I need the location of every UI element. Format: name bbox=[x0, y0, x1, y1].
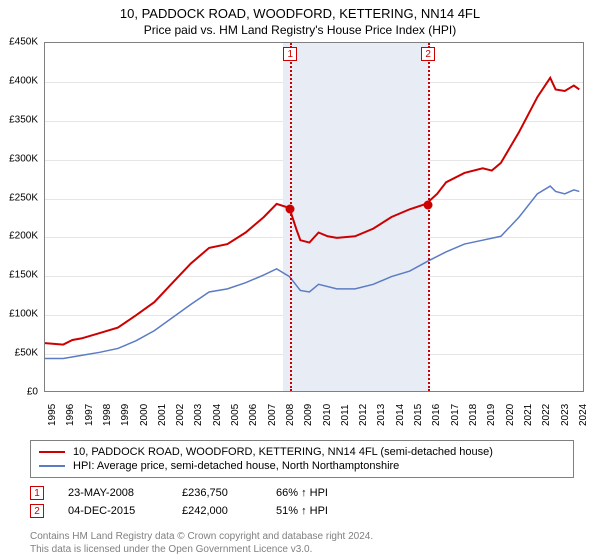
x-tick-label: 2021 bbox=[523, 404, 534, 426]
x-tick-label: 2005 bbox=[230, 404, 241, 426]
x-tick-label: 2002 bbox=[175, 404, 186, 426]
legend-item-hpi: HPI: Average price, semi-detached house,… bbox=[39, 459, 565, 473]
y-tick-label: £400K bbox=[9, 75, 38, 86]
legend: 10, PADDOCK ROAD, WOODFORD, KETTERING, N… bbox=[30, 440, 574, 478]
legend-label: HPI: Average price, semi-detached house,… bbox=[73, 460, 399, 472]
y-tick-label: £200K bbox=[9, 231, 38, 242]
x-tick-label: 2004 bbox=[212, 404, 223, 426]
x-tick-label: 2022 bbox=[541, 404, 552, 426]
footer-attribution: Contains HM Land Registry data © Crown c… bbox=[30, 530, 373, 556]
y-tick-label: £0 bbox=[27, 387, 38, 398]
x-tick-label: 2013 bbox=[376, 404, 387, 426]
x-tick-label: 1995 bbox=[47, 404, 58, 426]
x-tick-label: 2001 bbox=[157, 404, 168, 426]
event-badge-1: 1 bbox=[30, 486, 44, 500]
x-tick-label: 2008 bbox=[285, 404, 296, 426]
y-tick-label: £50K bbox=[15, 348, 38, 359]
plot-area: 12 bbox=[44, 42, 584, 392]
legend-swatch bbox=[39, 451, 65, 453]
event-date: 04-DEC-2015 bbox=[68, 505, 158, 517]
event-pct: 66% ↑ HPI bbox=[276, 487, 356, 499]
event-marker-dot bbox=[424, 200, 433, 209]
chart-container: 10, PADDOCK ROAD, WOODFORD, KETTERING, N… bbox=[0, 0, 600, 560]
x-tick-label: 2009 bbox=[303, 404, 314, 426]
x-tick-label: 2023 bbox=[560, 404, 571, 426]
x-tick-label: 2019 bbox=[486, 404, 497, 426]
y-tick-label: £350K bbox=[9, 114, 38, 125]
legend-item-property: 10, PADDOCK ROAD, WOODFORD, KETTERING, N… bbox=[39, 445, 565, 459]
y-tick-label: £300K bbox=[9, 153, 38, 164]
chart-title: 10, PADDOCK ROAD, WOODFORD, KETTERING, N… bbox=[0, 6, 600, 21]
event-pct: 51% ↑ HPI bbox=[276, 505, 356, 517]
x-tick-label: 2011 bbox=[340, 404, 351, 426]
x-tick-label: 2000 bbox=[139, 404, 150, 426]
chart-subtitle: Price paid vs. HM Land Registry's House … bbox=[0, 23, 600, 37]
x-tick-label: 2020 bbox=[505, 404, 516, 426]
event-price: £236,750 bbox=[182, 487, 252, 499]
y-tick-label: £250K bbox=[9, 192, 38, 203]
series-hpi bbox=[45, 186, 579, 358]
y-axis: £0£50K£100K£150K£200K£250K£300K£350K£400… bbox=[0, 42, 42, 392]
footer-line: Contains HM Land Registry data © Crown c… bbox=[30, 530, 373, 543]
event-row: 1 23-MAY-2008 £236,750 66% ↑ HPI bbox=[30, 484, 574, 502]
y-tick-label: £100K bbox=[9, 309, 38, 320]
x-tick-label: 2012 bbox=[358, 404, 369, 426]
event-marker-badge: 2 bbox=[421, 47, 435, 61]
event-marker-line bbox=[428, 43, 430, 391]
event-marker-badge: 1 bbox=[283, 47, 297, 61]
event-price: £242,000 bbox=[182, 505, 252, 517]
events-table: 1 23-MAY-2008 £236,750 66% ↑ HPI 2 04-DE… bbox=[30, 484, 574, 520]
y-tick-label: £150K bbox=[9, 270, 38, 281]
x-tick-label: 2010 bbox=[322, 404, 333, 426]
x-axis: 1995 1996 1997 1998 1999 2000 2001 2002 2003 2004… bbox=[44, 392, 584, 440]
x-tick-label: 2007 bbox=[267, 404, 278, 426]
event-badge-2: 2 bbox=[30, 504, 44, 518]
x-tick-label: 2018 bbox=[468, 404, 479, 426]
event-row: 2 04-DEC-2015 £242,000 51% ↑ HPI bbox=[30, 502, 574, 520]
x-tick-label: 2015 bbox=[413, 404, 424, 426]
x-tick-label: 2024 bbox=[578, 404, 589, 426]
event-marker-line bbox=[290, 43, 292, 391]
event-marker-dot bbox=[286, 204, 295, 213]
x-tick-label: 2016 bbox=[431, 404, 442, 426]
x-tick-label: 2006 bbox=[248, 404, 259, 426]
legend-swatch bbox=[39, 465, 65, 467]
y-tick-label: £450K bbox=[9, 37, 38, 48]
x-tick-label: 1998 bbox=[102, 404, 113, 426]
title-block: 10, PADDOCK ROAD, WOODFORD, KETTERING, N… bbox=[0, 0, 600, 39]
x-tick-label: 1996 bbox=[65, 404, 76, 426]
x-tick-label: 2003 bbox=[193, 404, 204, 426]
legend-label: 10, PADDOCK ROAD, WOODFORD, KETTERING, N… bbox=[73, 446, 493, 458]
footer-line: This data is licensed under the Open Gov… bbox=[30, 543, 373, 556]
event-date: 23-MAY-2008 bbox=[68, 487, 158, 499]
x-tick-label: 1999 bbox=[120, 404, 131, 426]
x-tick-label: 2014 bbox=[395, 404, 406, 426]
line-series-svg bbox=[45, 43, 583, 391]
x-tick-label: 1997 bbox=[84, 404, 95, 426]
x-tick-label: 2017 bbox=[450, 404, 461, 426]
series-property bbox=[45, 78, 579, 345]
